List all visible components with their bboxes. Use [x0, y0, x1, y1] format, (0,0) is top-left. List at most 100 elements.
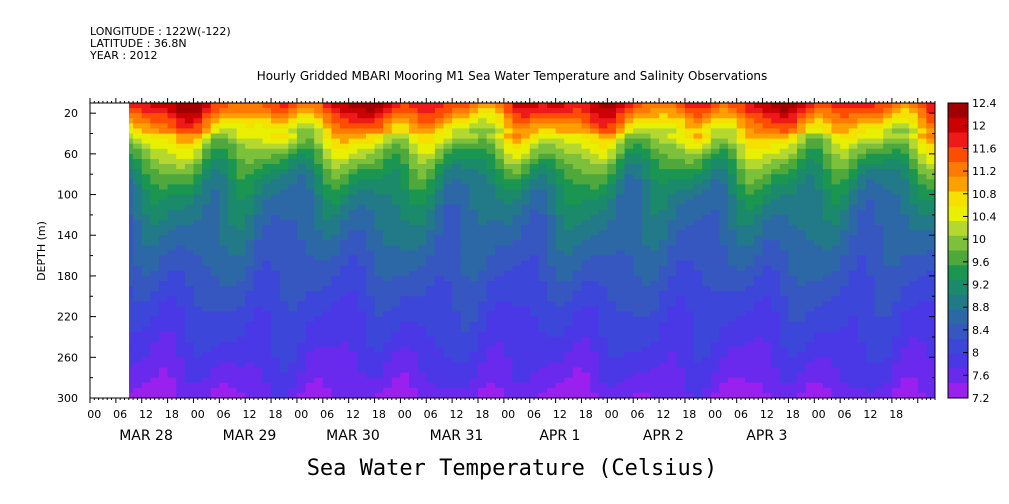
heatmap-cell	[615, 133, 626, 140]
heatmap-cell	[659, 265, 669, 272]
heatmap-cell	[167, 199, 177, 206]
heatmap-cell	[814, 331, 824, 338]
heatmap-cell	[383, 367, 393, 374]
heatmap-cell	[598, 189, 608, 196]
heatmap-cell	[564, 214, 574, 221]
heatmap-cell	[702, 311, 712, 318]
heatmap-cell	[788, 153, 798, 160]
heatmap-cell	[676, 392, 686, 398]
heatmap-cell	[702, 392, 712, 398]
heatmap-cell	[615, 250, 626, 257]
heatmap-cell	[314, 164, 324, 170]
heatmap-cell	[814, 286, 824, 292]
heatmap-cell	[693, 270, 703, 277]
heatmap-cell	[831, 199, 841, 206]
heatmap-cell	[340, 204, 350, 211]
heatmap-cell	[227, 148, 238, 155]
heatmap-cell	[676, 387, 686, 394]
heatmap-cell	[374, 148, 384, 155]
heatmap-cell	[736, 392, 746, 398]
heatmap-cell	[374, 255, 384, 262]
heatmap-cell	[348, 331, 358, 338]
heatmap-cell	[478, 250, 488, 257]
heatmap-cell	[555, 311, 565, 318]
heatmap-cell	[133, 214, 143, 221]
heatmap-cell	[745, 392, 755, 398]
heatmap-cell	[331, 169, 341, 175]
heatmap-cell	[167, 357, 177, 363]
heatmap-cell	[590, 342, 600, 348]
heatmap-cell	[702, 113, 712, 119]
heatmap-cell	[176, 225, 186, 231]
heatmap-cell	[305, 311, 315, 318]
heatmap-cell	[650, 209, 660, 216]
heatmap-cell	[676, 143, 686, 150]
heatmap-cell	[348, 240, 358, 247]
heatmap-cell	[288, 179, 298, 185]
heatmap-cell	[641, 265, 652, 272]
heatmap-cell	[365, 235, 376, 241]
heatmap-cell	[322, 291, 333, 297]
heatmap-cell	[624, 143, 634, 150]
heatmap-cell	[253, 219, 264, 226]
heatmap-cell	[529, 189, 539, 196]
heatmap-cell	[615, 169, 626, 175]
heatmap-cell	[607, 113, 617, 119]
heatmap-cell	[279, 291, 289, 297]
heatmap-cell	[831, 133, 841, 140]
heatmap-cell	[331, 342, 341, 348]
heatmap-cell	[624, 194, 634, 201]
heatmap-cell	[219, 133, 229, 140]
heatmap-cell	[176, 133, 186, 140]
heatmap-cell	[279, 352, 289, 358]
heatmap-cell	[736, 118, 746, 124]
heatmap-cell	[676, 306, 686, 313]
heatmap-cell	[184, 255, 195, 262]
heatmap-cell	[305, 392, 315, 398]
heatmap-cell	[348, 362, 358, 369]
heatmap-cell	[365, 387, 376, 394]
heatmap-cell	[831, 123, 841, 130]
heatmap-cell	[150, 352, 160, 358]
heatmap-cell	[271, 362, 281, 369]
heatmap-cell	[391, 133, 402, 140]
heatmap-cell	[607, 225, 617, 231]
heatmap-cell	[667, 387, 677, 394]
heatmap-cell	[831, 296, 841, 302]
heatmap-cell	[607, 128, 617, 135]
heatmap-cell	[805, 336, 815, 343]
heatmap-cell	[460, 321, 470, 328]
heatmap-cell	[607, 143, 617, 150]
heatmap-cell	[133, 392, 143, 398]
heatmap-cell	[659, 194, 669, 201]
heatmap-cell	[624, 118, 634, 124]
heatmap-cell	[555, 209, 565, 216]
heatmap-cell	[684, 270, 695, 277]
heatmap-cell	[219, 235, 229, 241]
heatmap-cell	[314, 153, 324, 160]
heatmap-cell	[271, 260, 281, 267]
heatmap-cell	[598, 235, 608, 241]
heatmap-cell	[546, 204, 557, 211]
heatmap-cell	[822, 352, 833, 358]
heatmap-cell	[667, 169, 677, 175]
heatmap-cell	[133, 174, 143, 180]
heatmap-cell	[615, 301, 626, 308]
heatmap-cell	[633, 189, 643, 196]
heatmap-cell	[133, 164, 143, 170]
heatmap-cell	[478, 357, 488, 363]
heatmap-cell	[486, 352, 496, 358]
heatmap-cell	[753, 362, 764, 369]
heatmap-cell	[503, 204, 514, 211]
heatmap-cell	[141, 260, 151, 267]
heatmap-cell	[633, 265, 643, 272]
heatmap-cell	[693, 123, 703, 130]
heatmap-cell	[495, 387, 505, 394]
heatmap-cell	[831, 291, 841, 297]
heatmap-cell	[314, 235, 324, 241]
heatmap-cell	[831, 204, 841, 211]
heatmap-cell	[736, 265, 746, 272]
heatmap-cell	[840, 362, 850, 369]
heatmap-cell	[684, 275, 695, 282]
heatmap-cell	[512, 331, 522, 338]
